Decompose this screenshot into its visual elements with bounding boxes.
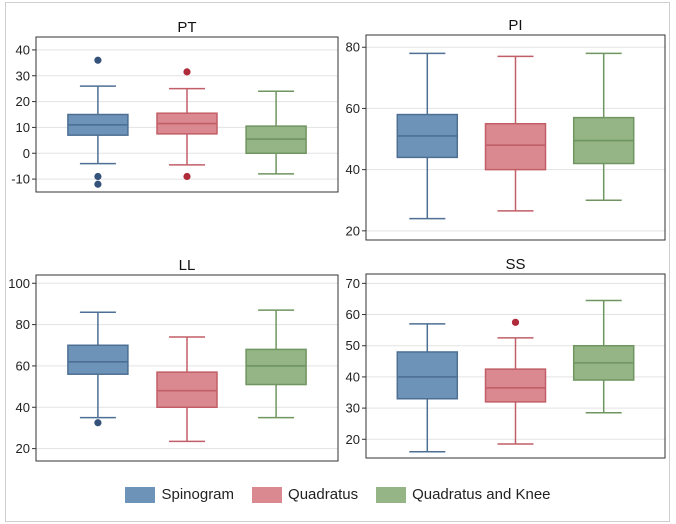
plot-frame [365, 273, 666, 459]
outlier-point [511, 318, 520, 326]
y-tick-label: 100 [8, 276, 30, 291]
y-tick-label: 50 [346, 338, 360, 353]
box-quadratus-and-knee [245, 90, 307, 175]
legend-label-quadratus-and-knee: Quadratus and Knee [412, 486, 551, 503]
plot-frame [365, 34, 666, 241]
chart-canvas: PT -10 0 10 20 30 40 PI 20 40 60 80 LL 20 40 60 80 100 SS 2… [8, 17, 666, 462]
box-quadratus-and-knee [572, 52, 635, 201]
box-spinogram [67, 56, 129, 188]
y-tick-label: 70 [346, 276, 360, 291]
panel-ss: SS 20 30 40 50 60 70 [346, 256, 666, 459]
iqr-box [484, 368, 547, 403]
y-tick-label: 20 [16, 94, 30, 109]
legend-label-spinogram: Spinogram [161, 486, 235, 503]
figure-frame [5, 2, 670, 522]
y-tick-label: 40 [346, 162, 360, 177]
legend: Spinogram Quadratus Quadratus and Knee [0, 486, 676, 503]
outlier-point [94, 56, 102, 64]
iqr-box [67, 344, 129, 375]
y-tick-label: 40 [16, 42, 30, 57]
box-quadratus [484, 55, 547, 212]
legend-swatch-spinogram [125, 486, 156, 503]
box-spinogram [396, 323, 459, 453]
box-spinogram [396, 52, 459, 220]
y-tick-label: 30 [346, 401, 360, 416]
y-tick-label: 60 [16, 358, 30, 373]
box-quadratus [156, 336, 218, 443]
plot-frame [35, 274, 339, 462]
iqr-box [156, 371, 218, 409]
legend-swatch-quadratus [252, 486, 283, 503]
panel-pi: PI 20 40 60 80 [346, 17, 666, 241]
box-quadratus-and-knee [245, 309, 307, 419]
panel-title: PT [177, 19, 196, 36]
y-tick-label: -10 [11, 172, 30, 187]
panel-ll: LL 20 40 60 80 100 [8, 257, 339, 462]
plot-frame [35, 36, 339, 193]
iqr-box [484, 122, 547, 171]
panel-pt: PT -10 0 10 20 30 40 [11, 19, 339, 193]
y-tick-label: 60 [346, 307, 360, 322]
outlier-point [183, 172, 191, 181]
outlier-point [183, 68, 191, 76]
iqr-box [396, 351, 459, 400]
y-tick-label: 40 [16, 400, 30, 415]
y-tick-label: 30 [16, 68, 30, 83]
outlier-point [94, 419, 102, 427]
panel-title: LL [179, 257, 196, 274]
outlier-point [94, 180, 102, 188]
legend-swatch-quadratus-and-knee [376, 486, 407, 503]
y-tick-label: 80 [16, 317, 30, 332]
panel-title: SS [505, 256, 525, 273]
y-tick-label: 60 [346, 101, 360, 116]
box-quadratus-and-knee [572, 299, 635, 414]
y-tick-label: 20 [16, 441, 30, 456]
iqr-box [245, 348, 307, 386]
box-quadratus [484, 318, 547, 445]
y-tick-label: 10 [16, 120, 30, 135]
box-quadratus [156, 68, 218, 181]
y-tick-label: 20 [346, 432, 360, 447]
outlier-point [94, 172, 102, 181]
legend-item-spinogram: Spinogram [125, 486, 234, 503]
y-tick-label: 40 [346, 369, 360, 384]
legend-item-quadratus-and-knee: Quadratus and Knee [376, 486, 551, 503]
box-spinogram [67, 311, 129, 427]
y-tick-label: 0 [23, 146, 30, 161]
legend-label-quadratus: Quadratus [288, 486, 359, 503]
y-tick-label: 20 [346, 223, 360, 238]
panel-title: PI [508, 17, 522, 34]
legend-item-quadratus: Quadratus [252, 486, 358, 503]
y-tick-label: 80 [346, 40, 360, 55]
